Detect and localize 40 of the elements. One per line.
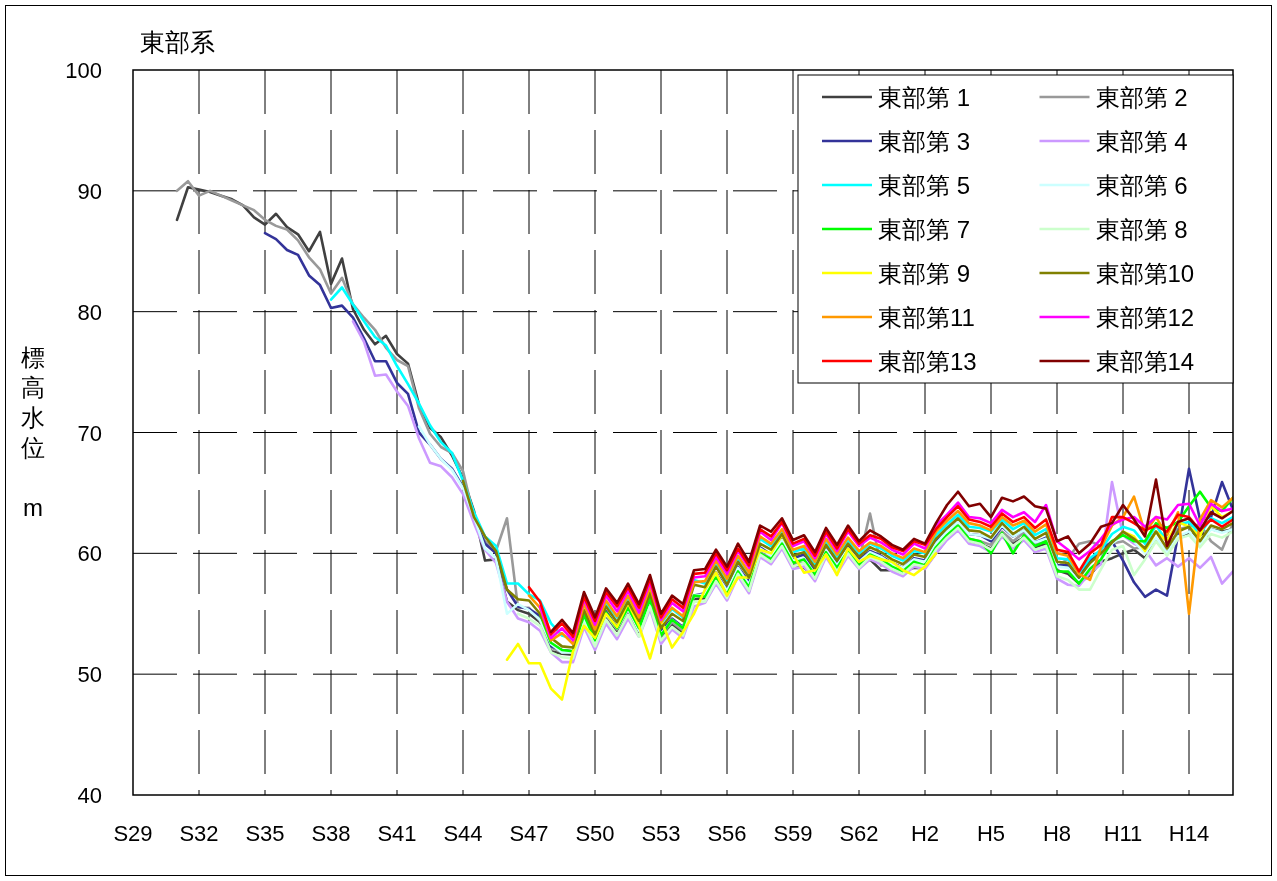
legend-label: 東部第 4 xyxy=(1095,128,1188,155)
x-tick-label: H5 xyxy=(976,821,1006,846)
legend-label: 東部第 6 xyxy=(1095,172,1188,199)
x-tick-label: S35 xyxy=(245,821,285,846)
title: 東部系 xyxy=(140,28,215,56)
x-tick-label: S62 xyxy=(839,821,879,846)
legend-label: 東部第 8 xyxy=(1095,216,1188,243)
legend-label: 東部第12 xyxy=(1095,304,1195,331)
legend-label: 東部第11 xyxy=(878,304,975,331)
x-tick-label: S38 xyxy=(311,821,351,846)
legend-label: 東部第10 xyxy=(1095,260,1195,287)
legend-label: 東部第 9 xyxy=(878,260,970,287)
legend-label: 東部第 2 xyxy=(1095,84,1188,111)
x-tick-label: S44 xyxy=(443,821,483,846)
x-tick-label: S29 xyxy=(113,821,153,846)
y-tick-label: 50 xyxy=(77,662,102,688)
y-tick-label: 80 xyxy=(77,299,102,325)
y-tick-label: 40 xyxy=(77,783,102,808)
x-tick-label: S32 xyxy=(179,821,219,846)
x-tick-label: S56 xyxy=(707,821,747,846)
x-tick-label: H8 xyxy=(1042,821,1072,846)
legend-label: 東部第 3 xyxy=(878,128,970,155)
x-tick-label: S59 xyxy=(773,821,813,846)
x-tick-label: S53 xyxy=(641,821,681,846)
x-tick-label: S41 xyxy=(377,821,417,846)
x-tick-label: S47 xyxy=(509,821,549,846)
y-tick-label: 90 xyxy=(77,178,102,204)
x-tick-label: H11 xyxy=(1103,821,1143,846)
legend-label: 東部第14 xyxy=(1095,348,1195,375)
x-tick-label: H2 xyxy=(910,821,940,846)
legend-label: 東部第 1 xyxy=(878,84,970,111)
y-tick-label: 60 xyxy=(77,541,102,567)
y-axis-title: 標高水位 m xyxy=(21,343,45,521)
y-tick-label: 70 xyxy=(77,420,102,446)
y-tick-label: 100 xyxy=(65,58,102,83)
x-tick-label: H14 xyxy=(1168,821,1210,846)
x-tick-label: S50 xyxy=(575,821,615,846)
legend-label: 東部第 5 xyxy=(878,172,970,199)
legend-label: 東部第 7 xyxy=(878,216,970,243)
legend-label: 東部第13 xyxy=(878,348,977,375)
